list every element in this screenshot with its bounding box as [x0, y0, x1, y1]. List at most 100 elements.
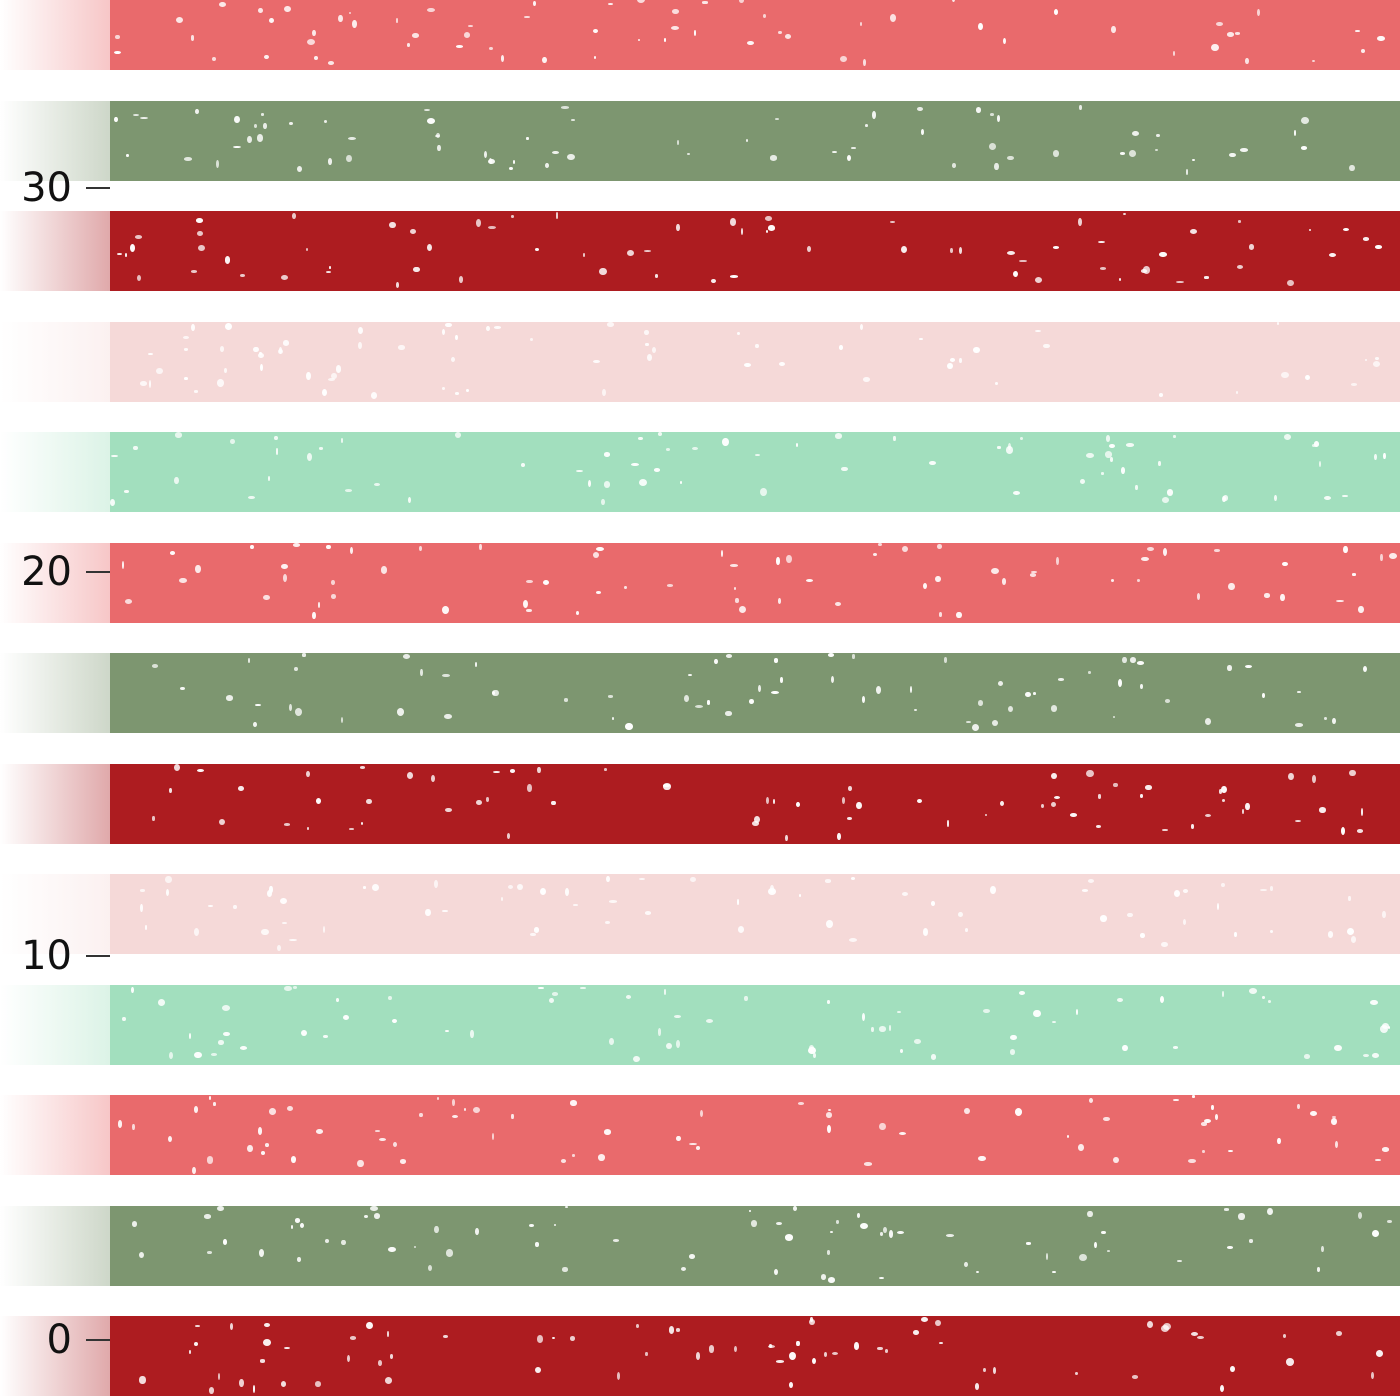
- speckle: [174, 476, 179, 485]
- speckle: [741, 228, 744, 235]
- stripe-fade: [0, 763, 110, 844]
- speckle: [192, 1166, 197, 1175]
- speckle: [1341, 826, 1346, 835]
- speckle: [256, 134, 264, 143]
- speckle: [507, 884, 514, 890]
- speckle: [1176, 281, 1184, 284]
- speckle: [265, 1143, 270, 1147]
- speckle: [696, 1352, 701, 1360]
- speckle: [124, 252, 128, 258]
- speckle: [1075, 1009, 1079, 1016]
- speckle: [973, 347, 980, 354]
- speckle: [603, 481, 611, 488]
- speckle: [148, 352, 153, 355]
- speckle: [916, 107, 923, 112]
- speckle: [990, 886, 996, 894]
- speckle: [609, 1038, 615, 1046]
- speckle: [275, 448, 279, 455]
- speckle: [765, 229, 769, 234]
- speckle: [1215, 21, 1224, 27]
- speckle: [1261, 692, 1266, 699]
- speckle: [254, 124, 258, 129]
- speckle: [335, 365, 342, 373]
- speckle: [957, 911, 963, 918]
- speckle: [1033, 692, 1037, 695]
- speckle: [1025, 691, 1031, 698]
- speckle: [1245, 58, 1249, 65]
- speckle: [431, 774, 435, 782]
- speckle: [572, 903, 578, 907]
- speckle: [139, 116, 148, 119]
- speckle: [494, 326, 502, 329]
- speckle: [1381, 1147, 1390, 1152]
- speckle: [373, 1213, 380, 1219]
- speckle: [511, 1113, 514, 1120]
- stripe-fill: [110, 874, 1400, 954]
- speckle: [691, 446, 698, 451]
- speckle: [223, 1031, 231, 1037]
- speckle: [428, 1264, 433, 1272]
- speckle: [1188, 1158, 1197, 1164]
- stripe-fill: [110, 984, 1400, 1065]
- speckle: [879, 1026, 886, 1032]
- speckle: [399, 1159, 407, 1164]
- speckle: [230, 438, 236, 445]
- speckle: [259, 1359, 266, 1363]
- speckle: [206, 1156, 214, 1164]
- speckle: [442, 909, 448, 913]
- speckle: [294, 708, 303, 717]
- speckle: [754, 816, 761, 823]
- speckle: [479, 543, 482, 551]
- stripe-crimson: [0, 211, 1400, 291]
- speckle: [1098, 240, 1106, 243]
- speckle: [939, 1342, 943, 1345]
- speckle: [875, 686, 881, 695]
- speckle: [418, 1112, 423, 1118]
- speckle: [1343, 227, 1349, 232]
- speckle: [197, 768, 205, 772]
- speckle: [644, 330, 650, 335]
- speckle: [1052, 150, 1059, 157]
- speckle: [318, 447, 324, 450]
- speckle: [921, 129, 925, 136]
- speckle: [286, 1106, 293, 1112]
- speckle: [831, 151, 837, 154]
- speckle: [1283, 1334, 1287, 1339]
- speckle: [1043, 343, 1050, 349]
- speckle: [863, 59, 866, 66]
- speckle: [297, 166, 303, 172]
- speckle: [484, 151, 488, 159]
- speckle: [738, 0, 745, 3]
- speckle: [796, 1340, 800, 1347]
- speckle: [1136, 660, 1145, 665]
- stripe-fade: [0, 100, 110, 181]
- speckle: [1079, 105, 1082, 111]
- speckle: [1159, 252, 1167, 258]
- speckle: [248, 658, 251, 664]
- speckle: [395, 281, 400, 288]
- speckle: [899, 1049, 903, 1054]
- stripe-sage: [0, 100, 1400, 181]
- speckle: [373, 483, 380, 487]
- speckle: [951, 0, 956, 3]
- speckle: [879, 1122, 886, 1130]
- speckle: [765, 796, 769, 805]
- speckle: [156, 367, 164, 374]
- speckle: [690, 876, 697, 883]
- speckle: [1267, 1207, 1273, 1215]
- speckle: [1014, 1108, 1023, 1116]
- speckle: [714, 658, 718, 665]
- speckle: [254, 704, 261, 707]
- speckle: [1234, 931, 1238, 938]
- speckle: [1041, 803, 1045, 809]
- speckle: [284, 6, 291, 13]
- speckle: [561, 106, 570, 109]
- speckle: [1342, 545, 1348, 554]
- speckle: [739, 606, 747, 614]
- speckle: [673, 1015, 681, 1019]
- speckle: [1078, 1144, 1085, 1151]
- speckle: [257, 353, 264, 359]
- speckle: [896, 1010, 902, 1014]
- speckle: [534, 247, 539, 252]
- speckle: [289, 939, 297, 942]
